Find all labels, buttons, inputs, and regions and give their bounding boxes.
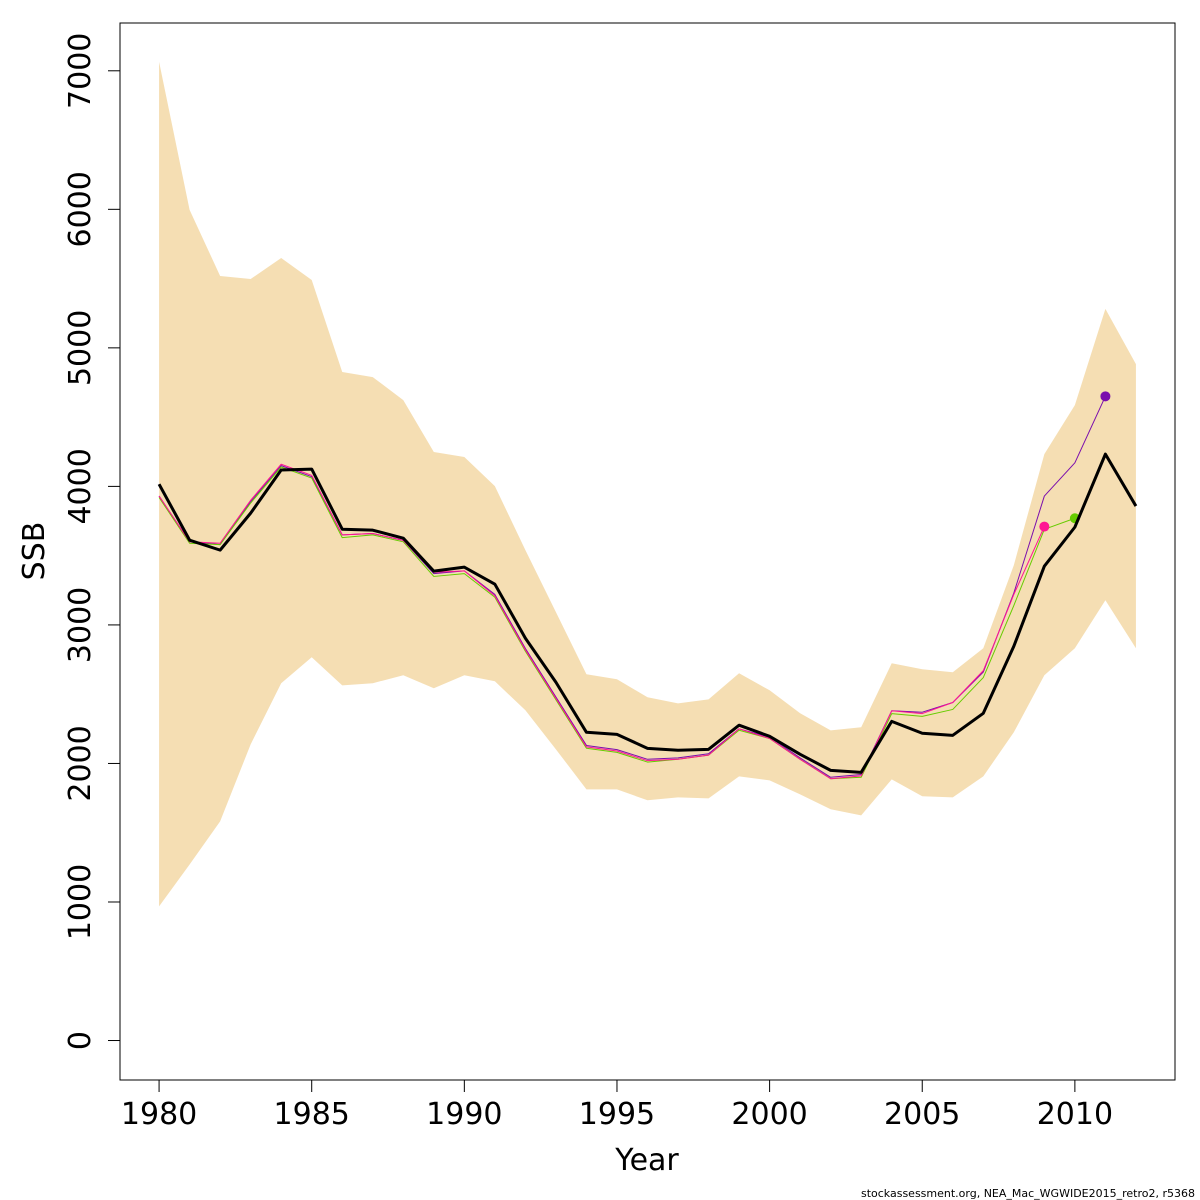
y-tick-label: 2000 bbox=[63, 725, 98, 801]
y-tick-label: 3000 bbox=[63, 587, 98, 663]
y-tick-label: 4000 bbox=[63, 448, 98, 524]
plot-frame bbox=[119, 22, 1176, 1081]
series-line bbox=[158, 463, 1045, 780]
end-point bbox=[1039, 521, 1050, 532]
y-tick-label: 5000 bbox=[63, 310, 98, 386]
footnote: stockassessment.org, NEA_Mac_WGWIDE2015_… bbox=[861, 1187, 1195, 1200]
y-tick-label: 7000 bbox=[63, 33, 98, 109]
x-tick-label: 2010 bbox=[1037, 1097, 1113, 1132]
x-tick-label: 1995 bbox=[579, 1097, 655, 1132]
series-line bbox=[157, 452, 1138, 774]
confidence-band bbox=[159, 61, 1136, 907]
x-tick-label: 1990 bbox=[426, 1097, 502, 1132]
x-tick-label: 2005 bbox=[884, 1097, 960, 1132]
y-tick-label: 6000 bbox=[63, 171, 98, 247]
y-tick-label: 0 bbox=[63, 1031, 98, 1050]
y-axis-label: SSB bbox=[17, 522, 52, 581]
x-tick-label: 1980 bbox=[121, 1097, 197, 1132]
x-tick-label: 2000 bbox=[731, 1097, 807, 1132]
series-line bbox=[158, 466, 1076, 780]
end-point bbox=[1100, 391, 1111, 402]
x-axis-label: Year bbox=[614, 1143, 679, 1178]
y-tick-label: 1000 bbox=[63, 864, 98, 940]
x-tick-label: 1985 bbox=[274, 1097, 350, 1132]
